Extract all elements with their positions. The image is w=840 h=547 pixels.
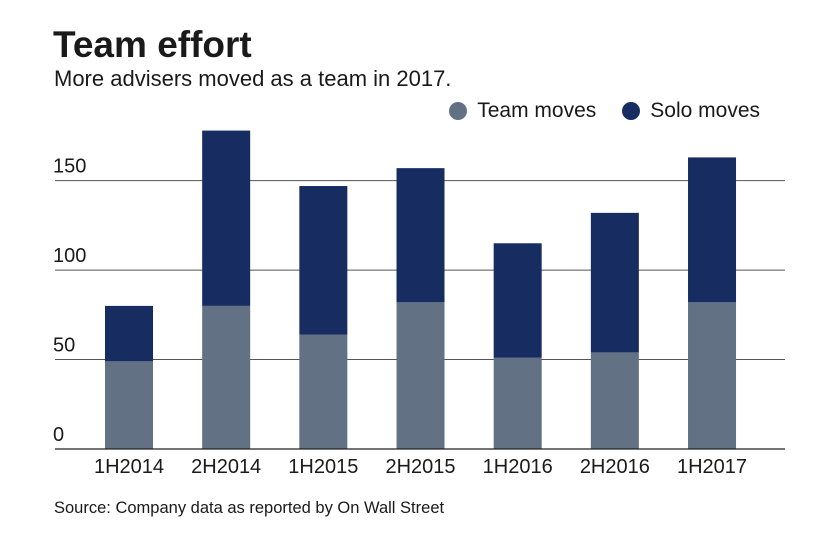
source-note: Source: Company data as reported by On W…	[54, 499, 445, 517]
bar-team-2H2015	[396, 302, 445, 449]
legend-label-team-moves: Team moves	[477, 99, 597, 122]
bar-team-2H2016	[590, 352, 639, 449]
bar-solo-2H2014	[202, 130, 251, 306]
bar-team-1H2017	[688, 302, 737, 449]
bar-solo-2H2015	[396, 168, 445, 303]
chart-title: Team effort	[53, 24, 252, 65]
bar-team-1H2014	[105, 361, 153, 449]
bar-team-2H2014	[202, 305, 251, 449]
legend-item-team-moves: Team moves	[449, 100, 596, 121]
legend-swatch-solo-moves	[622, 101, 641, 120]
x-tick-label-2H2014: 2H2014	[191, 456, 261, 478]
legend-label-solo-moves: Solo moves	[650, 99, 760, 122]
y-tick-label-150: 150	[53, 156, 86, 178]
legend-item-solo-moves: Solo moves	[622, 100, 760, 121]
legend: Team moves Solo moves	[449, 100, 760, 121]
x-tick-label-1H2014: 1H2014	[94, 456, 164, 478]
bar-solo-1H2015	[299, 186, 348, 335]
x-tick-label-1H2016: 1H2016	[483, 456, 553, 478]
bar-solo-1H2017	[688, 157, 737, 303]
bar-solo-1H2014	[105, 305, 153, 362]
x-tick-label-1H2015: 1H2015	[288, 456, 358, 478]
y-tick-label-0: 0	[53, 424, 64, 446]
x-tick-label-2H2015: 2H2015	[385, 456, 455, 478]
x-tick-label-1H2017: 1H2017	[677, 456, 747, 478]
y-tick-label-100: 100	[53, 245, 86, 267]
y-tick-label-50: 50	[53, 335, 75, 357]
chart-subtitle: More advisers moved as a team in 2017.	[54, 66, 452, 91]
bar-solo-2H2016	[590, 212, 639, 353]
x-tick-label-2H2016: 2H2016	[580, 456, 650, 478]
bar-solo-1H2016	[493, 243, 542, 358]
bar-team-1H2015	[299, 334, 348, 449]
legend-swatch-team-moves	[449, 101, 468, 120]
bar-team-1H2016	[493, 357, 542, 449]
